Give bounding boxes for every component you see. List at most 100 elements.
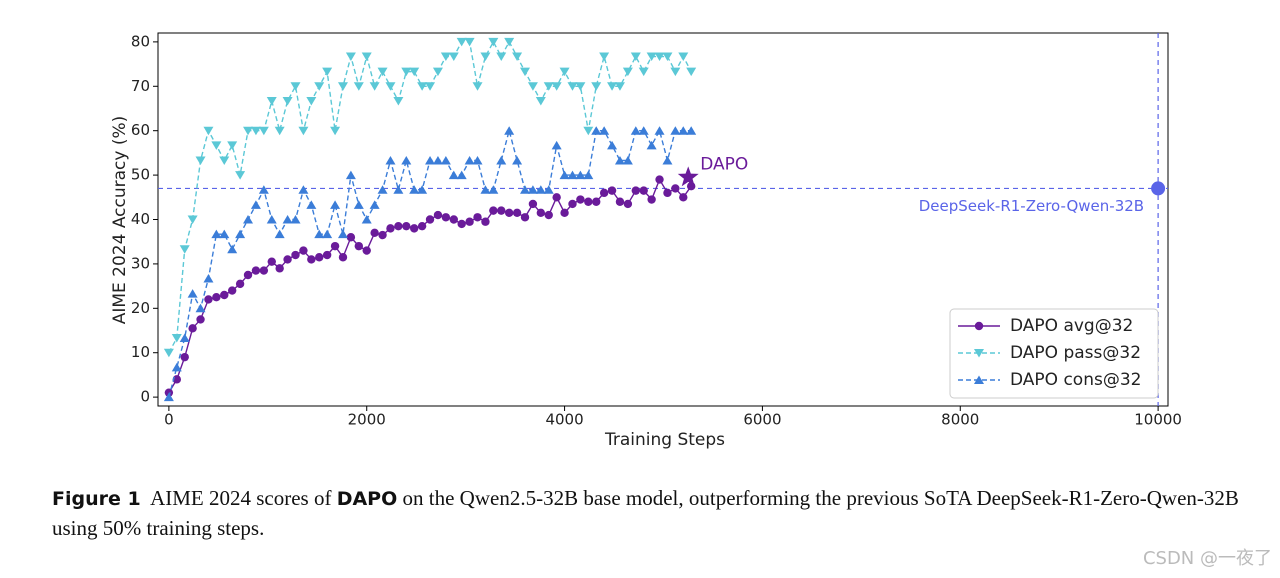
marker [654,126,665,135]
marker [535,96,546,106]
marker [615,197,625,206]
marker [361,52,372,62]
marker [481,217,490,226]
marker [180,352,189,362]
marker [560,208,569,218]
marker [274,229,285,239]
marker [394,221,403,231]
marker [425,82,436,91]
marker [425,215,435,224]
marker [171,334,182,343]
marker [220,290,229,300]
marker [187,215,198,224]
marker [607,140,618,150]
marker [282,215,293,224]
marker [592,197,601,206]
highlight-label: DAPO [700,154,748,174]
marker [227,244,238,254]
marker [306,200,317,209]
marker [433,210,443,220]
marker [480,52,491,62]
marker [583,126,594,136]
marker [322,67,333,77]
marker [654,52,665,62]
marker [354,241,364,251]
series-line [168,127,692,398]
marker [512,155,523,165]
marker [259,266,269,275]
marker [440,155,451,165]
marker [211,141,222,150]
marker [543,185,554,194]
marker [378,230,387,240]
marker [551,82,562,91]
y-tick-label: 60 [131,121,150,139]
marker [353,82,364,91]
marker [377,185,388,194]
marker [187,289,198,298]
marker [504,37,515,47]
marker [496,155,507,165]
marker [227,141,238,150]
marker [386,224,395,233]
marker [409,67,420,77]
x-tick-label: 8000 [941,411,979,429]
marker [441,213,451,222]
marker [559,67,570,77]
marker [251,266,261,275]
marker [417,185,428,194]
marker [163,348,174,358]
marker [678,126,689,135]
marker [283,255,292,264]
marker [370,228,379,238]
marker [307,255,316,264]
marker [432,67,443,77]
marker [678,52,689,62]
marker [631,186,640,195]
marker [527,82,538,91]
marker [314,229,325,239]
marker [535,185,546,194]
marker [243,215,254,224]
marker [567,82,578,91]
marker [646,52,657,62]
marker [496,52,507,62]
y-tick-label: 10 [131,343,150,361]
marker [607,82,618,91]
marker [567,170,578,180]
marker [472,82,483,91]
marker [527,185,538,194]
marker [235,229,246,239]
marker [337,82,348,91]
x-tick-label: 10000 [1134,411,1182,429]
marker [235,171,246,180]
marker [315,253,324,262]
caption-bold: DAPO [336,488,398,510]
marker [576,195,585,204]
y-tick-label: 20 [131,299,150,317]
watermark: CSDN @一夜了 [1142,548,1272,569]
marker [196,315,205,324]
marker [298,126,309,136]
marker [243,270,253,280]
chart: Training Steps AIME 2024 Accuracy (%) 0 2… [110,32,1182,450]
marker [456,170,467,180]
marker [345,52,356,62]
marker [679,193,688,202]
marker [314,82,325,91]
marker [559,170,570,180]
marker [322,229,333,239]
marker [473,213,482,222]
marker [274,126,285,136]
legend-label: DAPO cons@32 [1010,370,1141,390]
marker [290,215,301,224]
marker [591,82,602,91]
marker [227,286,237,295]
marker [219,229,230,239]
marker [258,126,269,136]
marker [520,213,530,222]
marker [671,184,680,193]
marker [298,185,309,194]
marker [638,67,649,77]
